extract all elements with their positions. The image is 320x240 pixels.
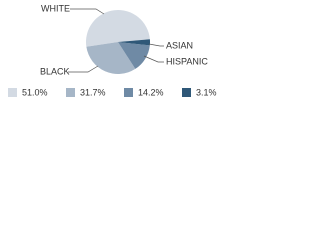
legend-swatch (182, 88, 191, 97)
legend-label: 3.1% (196, 87, 217, 97)
leader-line (143, 55, 164, 63)
chart: WHITE BLACK HISPANIC ASIAN 51.0% 31.7% 14.… (8, 3, 217, 97)
slice-label: WHITE (41, 3, 70, 13)
leader-line (148, 43, 164, 47)
pie-slice (118, 39, 150, 46)
legend-label: 31.7% (80, 87, 106, 97)
leader-line (68, 65, 99, 73)
slice-label: HISPANIC (166, 56, 208, 66)
pie-slice (86, 10, 150, 47)
legend: 51.0% 31.7% 14.2% 3.1% (8, 87, 217, 97)
legend-swatch (8, 88, 17, 97)
legend-swatch (66, 88, 75, 97)
slice-label: ASIAN (166, 40, 193, 50)
pie (86, 10, 150, 74)
pie-slice (118, 42, 150, 69)
legend-label: 14.2% (138, 87, 164, 97)
leader-line (70, 8, 105, 15)
legend-label: 51.0% (22, 87, 48, 97)
legend-swatch (124, 88, 133, 97)
slice-label: BLACK (40, 66, 70, 76)
pie-slice (86, 42, 136, 74)
